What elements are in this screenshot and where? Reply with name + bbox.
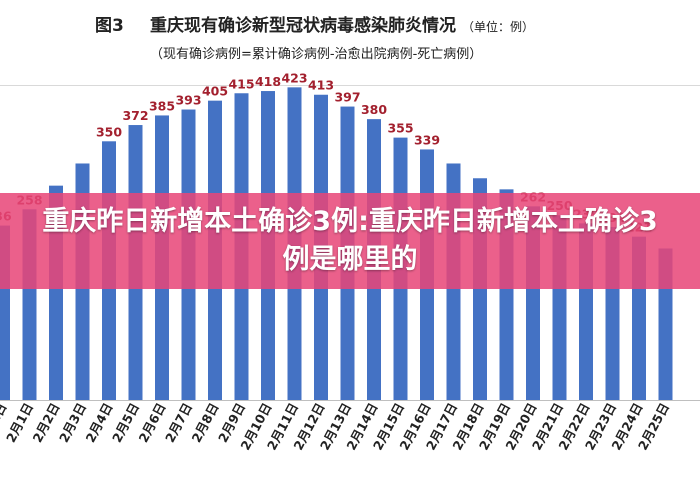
data-label: 339 <box>414 132 440 147</box>
data-label: 350 <box>96 124 122 139</box>
data-label: 385 <box>149 98 175 113</box>
data-label: 355 <box>387 121 413 136</box>
data-label: 423 <box>281 70 307 85</box>
data-label: 393 <box>175 93 201 108</box>
data-label: 380 <box>361 102 387 117</box>
chart-title-text: 重庆现有确诊新型冠状病毒感染肺炎情况 <box>150 16 456 36</box>
data-label: 397 <box>334 90 360 105</box>
data-label: 405 <box>202 84 228 99</box>
bar <box>0 225 10 400</box>
chart-unit: （单位：例） <box>462 20 535 34</box>
overlay-banner: 重庆昨日新增本土确诊3例:重庆昨日新增本土确诊3例是哪里的 <box>0 193 700 289</box>
banner-text: 重庆昨日新增本土确诊3例:重庆昨日新增本土确诊3例是哪里的 <box>42 206 658 275</box>
chart-title: 重庆现有确诊新型冠状病毒感染肺炎情况 （单位：例） <box>150 11 534 36</box>
divider <box>0 85 700 86</box>
chart-subtitle: （现有确诊病例=累计确诊病例-治愈出院病例-死亡病例） <box>150 47 483 62</box>
data-label: 413 <box>308 78 334 93</box>
chart-header: 图3 重庆现有确诊新型冠状病毒感染肺炎情况 （单位：例） （现有确诊病例=累计确诊… <box>0 0 700 80</box>
figure-label: 图3 <box>95 16 124 36</box>
data-label: 418 <box>255 74 281 89</box>
data-label: 372 <box>122 108 148 123</box>
data-label: 415 <box>228 76 254 91</box>
